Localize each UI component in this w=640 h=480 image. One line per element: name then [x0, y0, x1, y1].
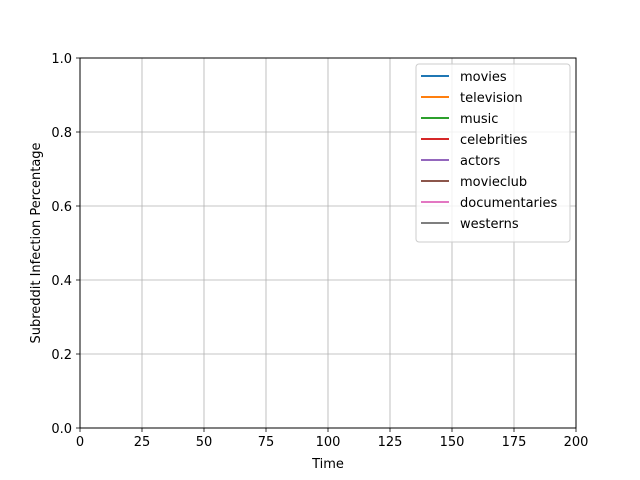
x-tick-label: 175	[502, 435, 527, 450]
legend-label-movies: movies	[460, 70, 507, 85]
x-tick-label: 100	[316, 435, 341, 450]
y-tick-label: 0.8	[51, 126, 72, 141]
x-tick-label: 125	[378, 435, 403, 450]
x-axis-label: Time	[311, 457, 344, 472]
x-axis-ticks: 0 25 50 75 100 125 150 175 200	[76, 428, 589, 450]
y-tick-label: 1.0	[51, 52, 72, 67]
y-tick-label: 0.0	[51, 422, 72, 437]
y-tick-label: 0.2	[51, 348, 72, 363]
y-tick-label: 0.6	[51, 200, 72, 215]
legend-box	[415, 63, 571, 243]
x-tick-label: 200	[564, 435, 589, 450]
y-tick-label: 0.4	[51, 274, 72, 289]
legend-label-celebrities: celebrities	[460, 133, 528, 148]
y-axis-ticks: 0.0 0.2 0.4 0.6 0.8 1.0	[51, 52, 80, 437]
y-axis-label: Subreddit Infection Percentage	[29, 142, 44, 343]
grid-lines	[79, 57, 577, 429]
legend-label-documentaries: documentaries	[460, 196, 558, 211]
legend-label-television: television	[460, 91, 523, 106]
legend-label-actors: actors	[460, 154, 501, 169]
x-tick-label: 0	[76, 435, 84, 450]
legend-label-movieclub: movieclub	[460, 175, 527, 190]
legend-label-music: music	[460, 112, 498, 127]
x-tick-label: 25	[134, 435, 151, 450]
x-tick-label: 75	[258, 435, 275, 450]
legend-label-westerns: westerns	[460, 217, 519, 232]
x-tick-label: 50	[196, 435, 213, 450]
x-tick-label: 150	[440, 435, 465, 450]
legend: movies television music celebrities actors mo…	[415, 63, 571, 243]
